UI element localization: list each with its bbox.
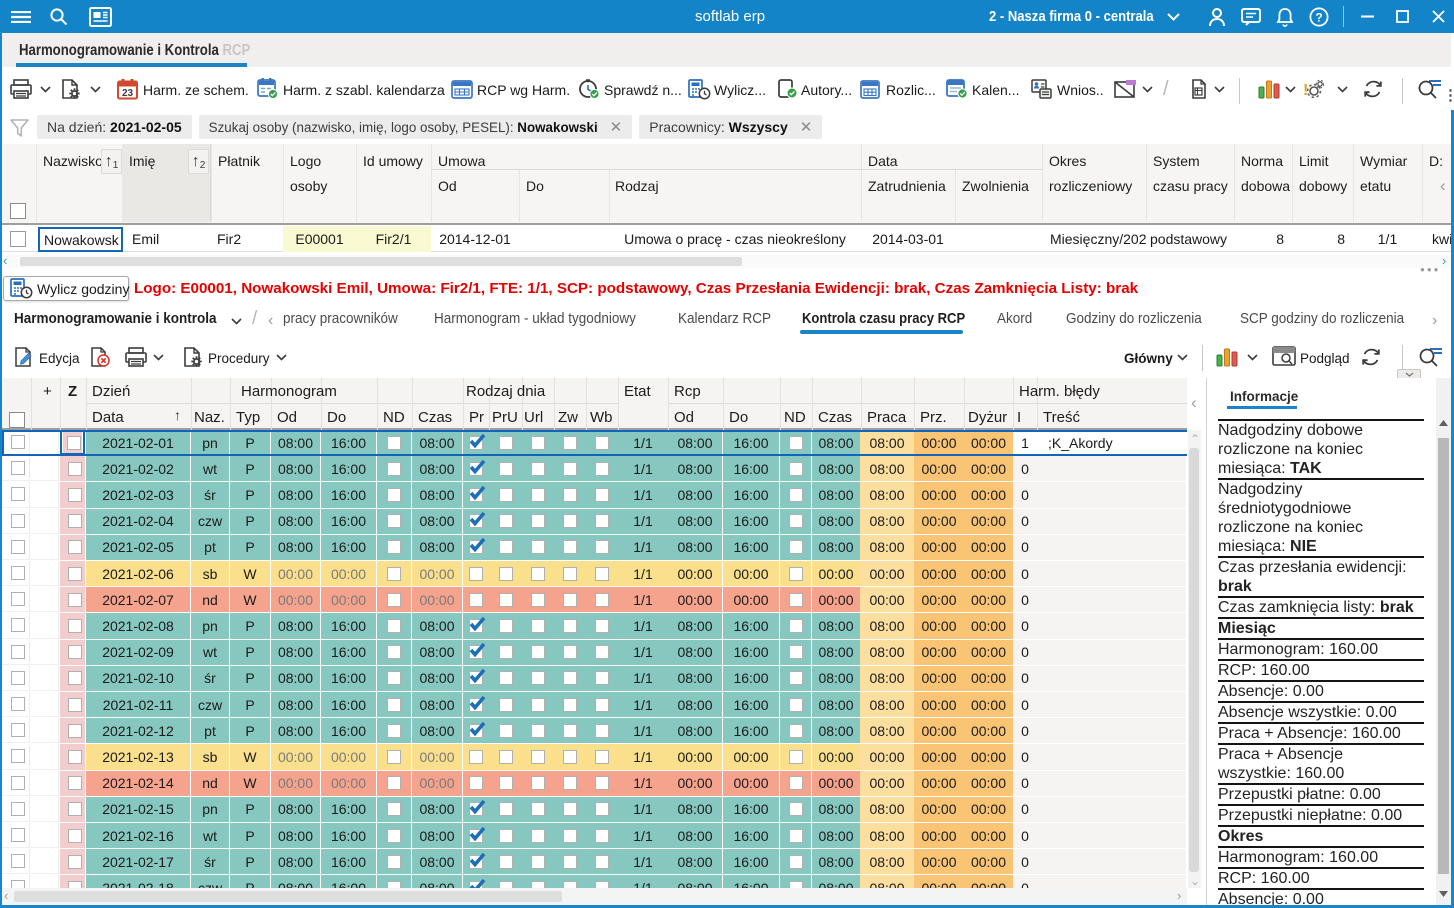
svg-text:23: 23: [122, 88, 134, 99]
svg-text:?: ?: [1315, 11, 1322, 25]
svg-text:!: !: [1303, 82, 1308, 99]
